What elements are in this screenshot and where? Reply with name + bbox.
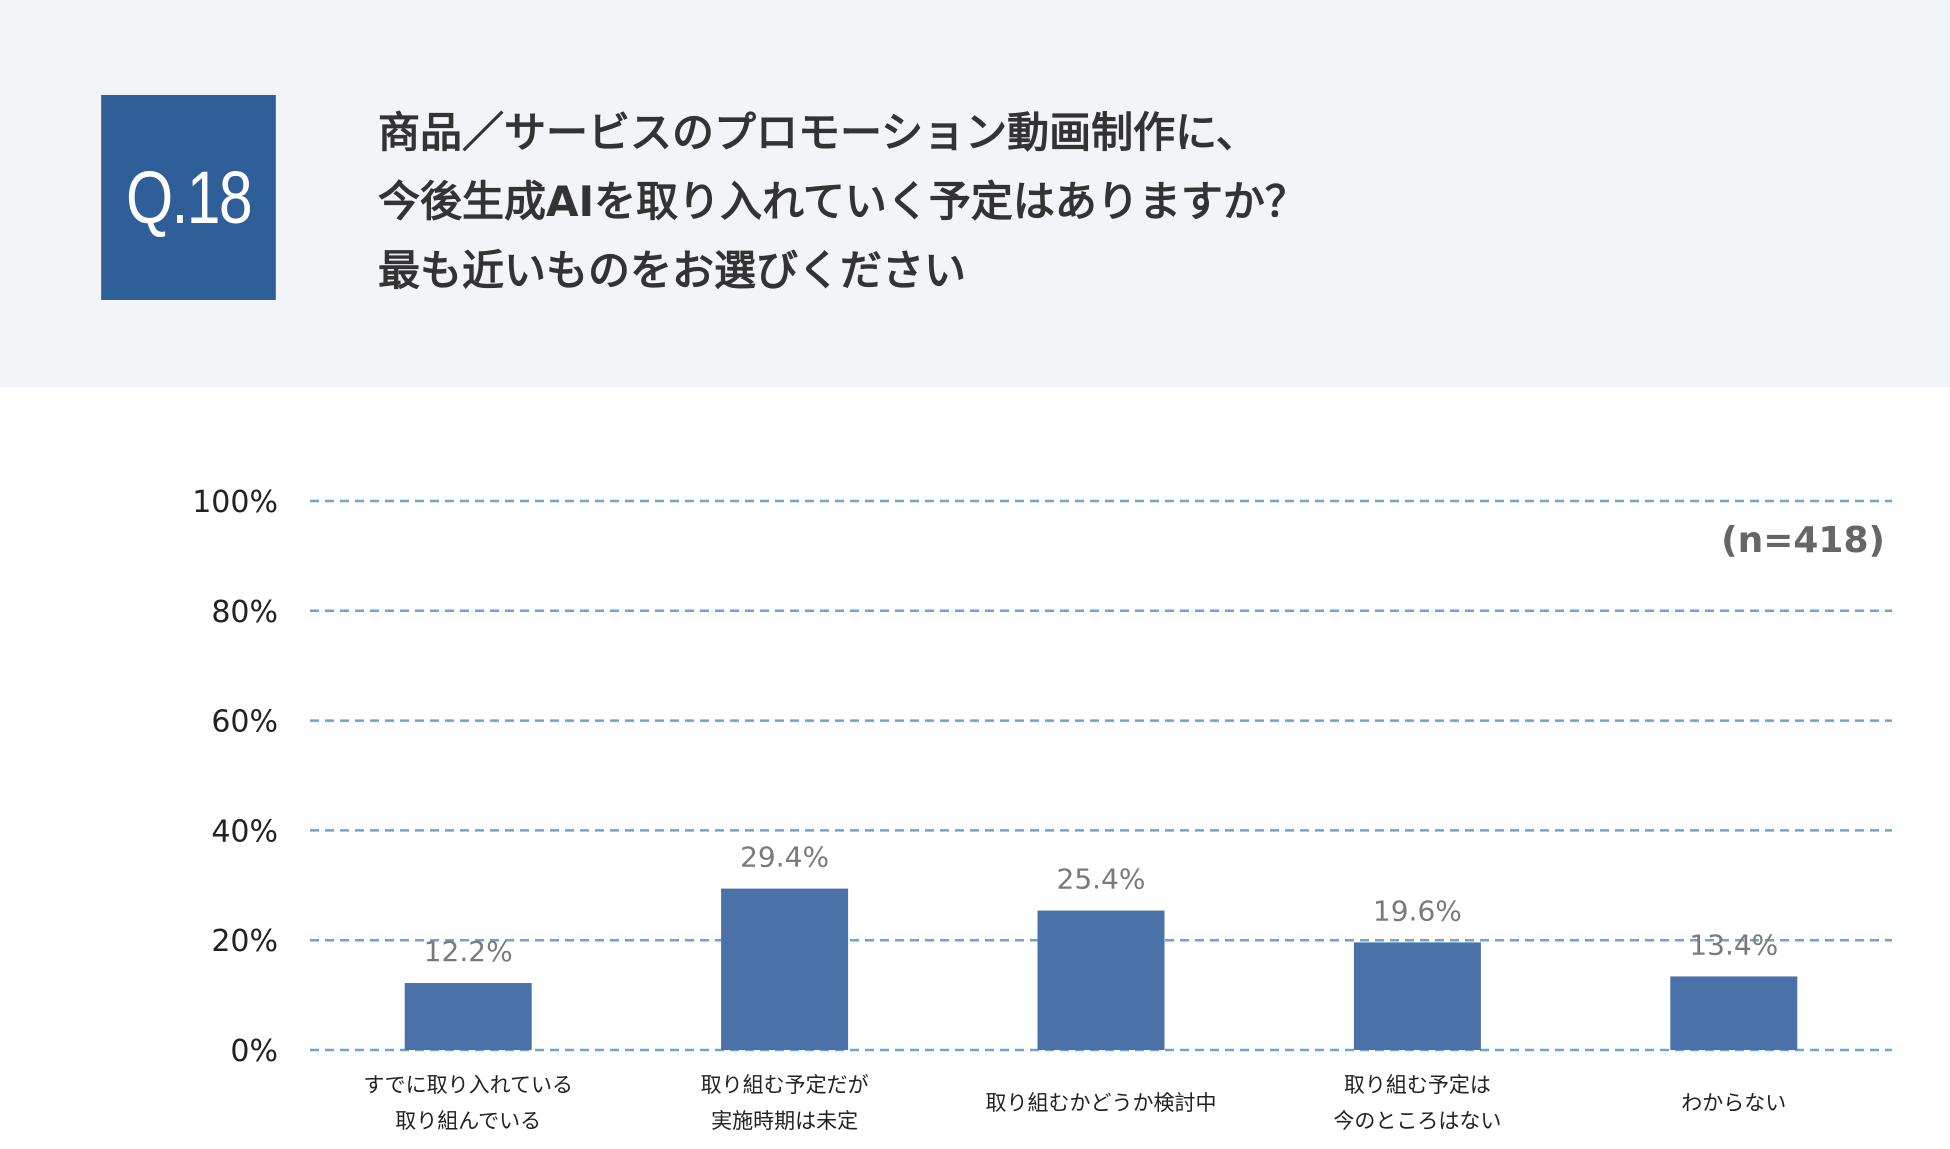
y-tick-label: 60% [211,705,278,740]
category-label: すでに取り入れている [363,1073,573,1097]
bar-5 [1670,976,1798,1050]
question-number-badge: Q.18 [101,95,276,300]
bar-chart: 0% 20% 40% 60% 80% 100% 12.2% すでに取り入れている 取り組んでい… [0,387,1950,1149]
data-label: 19.6% [1373,894,1462,927]
y-tick-label: 80% [211,595,278,630]
question-line-1: 商品／サービスのプロモーション動画制作に、 [378,108,1258,157]
question-header: Q.18 商品／サービスのプロモーション動画制作に、 今後生成AIを取り入れてい… [0,0,1950,387]
category-label: わからない [1681,1091,1786,1115]
bar-2 [721,888,849,1050]
y-tick-label: 40% [211,814,278,849]
bar-4 [1353,942,1481,1050]
question-line-2: 今後生成AIを取り入れていく予定はありますか？ [378,177,1307,226]
category-label: 取り組む予定だが [701,1073,869,1097]
sample-size-note: (n=418) [1721,520,1885,561]
bar-chart-svg: 0% 20% 40% 60% 80% 100% 12.2% すでに取り入れている取り組んでい… [192,485,1892,1133]
question-text: 商品／サービスのプロモーション動画制作に、 今後生成AIを取り入れていく予定はあ… [378,98,1878,305]
data-label: 12.2% [424,935,513,968]
y-tick-label: 100% [192,485,278,520]
category-label: 取り組むかどうか検討中 [986,1091,1217,1115]
y-tick-label: 20% [211,924,278,959]
question-line-3: 最も近いものをお選びください [378,246,967,295]
y-tick-label: 0% [230,1034,278,1069]
data-label: 29.4% [740,841,829,874]
category-label: 取り組む予定は [1344,1073,1491,1097]
category-label: 今のところはない [1333,1109,1501,1133]
data-label: 13.4% [1689,928,1778,961]
bar-3 [1037,910,1165,1050]
data-label: 25.4% [1057,863,1146,896]
bar-1 [404,983,532,1050]
category-label: 実施時期は未定 [711,1109,858,1133]
category-label: 取り組んでいる [395,1109,541,1133]
